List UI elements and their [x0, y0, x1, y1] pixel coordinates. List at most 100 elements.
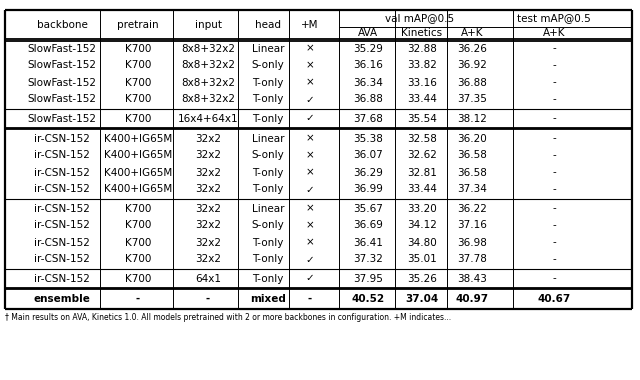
Text: -: -	[552, 95, 556, 105]
Text: -: -	[552, 204, 556, 214]
Text: K700: K700	[125, 274, 151, 283]
Text: ✓: ✓	[306, 114, 314, 124]
Text: K700: K700	[125, 220, 151, 231]
Text: 36.41: 36.41	[353, 238, 383, 247]
Text: S-only: S-only	[252, 220, 284, 231]
Text: -: -	[552, 133, 556, 144]
Text: Kinetics: Kinetics	[401, 28, 443, 38]
Text: -: -	[552, 274, 556, 283]
Text: S-only: S-only	[252, 150, 284, 160]
Text: 8x8+32x2: 8x8+32x2	[181, 60, 235, 71]
Text: 8x8+32x2: 8x8+32x2	[181, 78, 235, 87]
Text: 35.26: 35.26	[407, 274, 437, 283]
Text: T-only: T-only	[252, 185, 284, 195]
Text: ir-CSN-152: ir-CSN-152	[34, 185, 90, 195]
Text: ×: ×	[306, 78, 314, 87]
Text: 36.88: 36.88	[353, 95, 383, 105]
Text: ×: ×	[306, 220, 314, 231]
Text: -: -	[552, 220, 556, 231]
Text: K400+IG65M: K400+IG65M	[104, 168, 172, 177]
Text: A+K: A+K	[543, 28, 565, 38]
Text: mixed: mixed	[250, 293, 286, 304]
Text: T-only: T-only	[252, 114, 284, 124]
Text: Linear: Linear	[252, 133, 284, 144]
Text: 37.16: 37.16	[457, 220, 487, 231]
Text: ×: ×	[306, 43, 314, 54]
Text: 32.62: 32.62	[407, 150, 437, 160]
Text: -: -	[206, 293, 210, 304]
Text: 36.16: 36.16	[353, 60, 383, 71]
Text: 33.82: 33.82	[407, 60, 437, 71]
Text: Linear: Linear	[252, 204, 284, 214]
Text: ✓: ✓	[306, 95, 314, 105]
Text: 36.26: 36.26	[457, 43, 487, 54]
Text: 32x2: 32x2	[195, 255, 221, 264]
Text: ×: ×	[306, 238, 314, 247]
Text: ×: ×	[306, 150, 314, 160]
Text: 37.34: 37.34	[457, 185, 487, 195]
Text: ensemble: ensemble	[33, 293, 90, 304]
Text: K700: K700	[125, 43, 151, 54]
Text: SlowFast-152: SlowFast-152	[28, 114, 97, 124]
Text: head: head	[255, 20, 281, 30]
Text: 32x2: 32x2	[195, 238, 221, 247]
Text: 8x8+32x2: 8x8+32x2	[181, 43, 235, 54]
Text: -: -	[552, 43, 556, 54]
Text: S-only: S-only	[252, 60, 284, 71]
Text: ×: ×	[306, 133, 314, 144]
Text: 36.58: 36.58	[457, 150, 487, 160]
Text: ir-CSN-152: ir-CSN-152	[34, 274, 90, 283]
Text: input: input	[195, 20, 221, 30]
Text: SlowFast-152: SlowFast-152	[28, 95, 97, 105]
Text: SlowFast-152: SlowFast-152	[28, 43, 97, 54]
Text: ✓: ✓	[306, 274, 314, 283]
Text: K700: K700	[125, 114, 151, 124]
Text: 34.12: 34.12	[407, 220, 437, 231]
Text: 37.95: 37.95	[353, 274, 383, 283]
Text: 38.43: 38.43	[457, 274, 487, 283]
Text: 32.81: 32.81	[407, 168, 437, 177]
Text: 38.12: 38.12	[457, 114, 487, 124]
Text: ir-CSN-152: ir-CSN-152	[34, 220, 90, 231]
Text: K400+IG65M: K400+IG65M	[104, 150, 172, 160]
Text: -: -	[552, 255, 556, 264]
Text: -: -	[552, 78, 556, 87]
Text: 32x2: 32x2	[195, 133, 221, 144]
Text: 35.29: 35.29	[353, 43, 383, 54]
Text: 36.92: 36.92	[457, 60, 487, 71]
Text: test mAP@0.5: test mAP@0.5	[517, 14, 591, 24]
Text: 37.78: 37.78	[457, 255, 487, 264]
Text: 35.67: 35.67	[353, 204, 383, 214]
Text: ×: ×	[306, 60, 314, 71]
Text: AVA: AVA	[358, 28, 378, 38]
Text: -: -	[136, 293, 140, 304]
Text: 36.20: 36.20	[457, 133, 487, 144]
Text: 36.69: 36.69	[353, 220, 383, 231]
Text: 32x2: 32x2	[195, 185, 221, 195]
Text: ir-CSN-152: ir-CSN-152	[34, 133, 90, 144]
Text: Linear: Linear	[252, 43, 284, 54]
Text: 40.52: 40.52	[351, 293, 385, 304]
Text: pretrain: pretrain	[117, 20, 159, 30]
Text: K700: K700	[125, 95, 151, 105]
Text: 33.16: 33.16	[407, 78, 437, 87]
Text: 32x2: 32x2	[195, 168, 221, 177]
Text: ir-CSN-152: ir-CSN-152	[34, 150, 90, 160]
Text: SlowFast-152: SlowFast-152	[28, 78, 97, 87]
Text: 36.88: 36.88	[457, 78, 487, 87]
Text: 16x4+64x1: 16x4+64x1	[178, 114, 238, 124]
Text: -: -	[552, 114, 556, 124]
Text: T-only: T-only	[252, 238, 284, 247]
Text: K700: K700	[125, 255, 151, 264]
Text: ir-CSN-152: ir-CSN-152	[34, 168, 90, 177]
Text: K700: K700	[125, 60, 151, 71]
Text: 37.35: 37.35	[457, 95, 487, 105]
Text: ✓: ✓	[306, 255, 314, 264]
Text: 35.01: 35.01	[407, 255, 437, 264]
Text: K700: K700	[125, 238, 151, 247]
Text: † Main results on AVA, Kinetics 1.0. All models pretrained with 2 or more backbo: † Main results on AVA, Kinetics 1.0. All…	[5, 313, 451, 322]
Text: 36.29: 36.29	[353, 168, 383, 177]
Text: ir-CSN-152: ir-CSN-152	[34, 204, 90, 214]
Text: 32.88: 32.88	[407, 43, 437, 54]
Text: +M: +M	[301, 20, 319, 30]
